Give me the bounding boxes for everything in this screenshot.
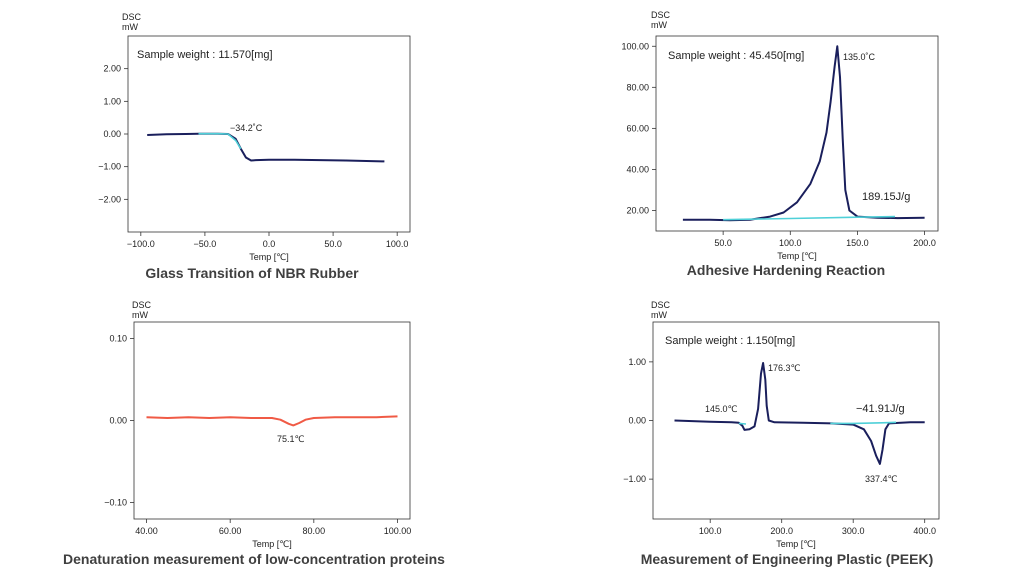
y-tick-label: 60.00 xyxy=(626,123,649,133)
x-tick-label: −50.0 xyxy=(194,239,217,249)
x-tick-label: 40.00 xyxy=(135,526,158,536)
baseline-series xyxy=(723,215,896,221)
x-tick-label: 300.0 xyxy=(842,526,865,536)
enthalpy-label: −41.91J/g xyxy=(856,403,905,415)
dsc-series-line xyxy=(147,132,385,163)
x-tick-label: 100.0 xyxy=(779,238,802,248)
y-tick-label: −1.00 xyxy=(98,162,121,172)
dsc-series-line xyxy=(146,415,398,427)
y-tick-label: 1.00 xyxy=(628,357,646,367)
x-tick-label: 400.0 xyxy=(913,526,936,536)
dsc-series-line xyxy=(674,362,925,465)
chart-caption: Glass Transition of NBR Rubber xyxy=(145,265,359,281)
temperature-label: 135.0˚C xyxy=(843,52,876,62)
y-tick-label: 0.10 xyxy=(109,333,127,343)
x-tick-label: 50.0 xyxy=(324,239,342,249)
y-tick-label: −0.10 xyxy=(104,498,127,508)
plot-frame-2 xyxy=(655,35,939,232)
y-axis-label-line1: DSC xyxy=(122,12,142,22)
y-tick-label: −1.00 xyxy=(623,474,646,484)
y-axis-label-line2: mW xyxy=(651,20,667,30)
temperature-label: 337.4℃ xyxy=(865,474,898,484)
temperature-label: 145.0℃ xyxy=(705,404,738,414)
temperature-label: 176.3℃ xyxy=(768,363,801,373)
y-tick-label: 0.00 xyxy=(109,416,127,426)
sample-weight-note: Sample weight : 11.570[mg] xyxy=(137,49,273,61)
x-axis-label: Temp [℃] xyxy=(776,539,816,549)
y-tick-label: 100.00 xyxy=(621,41,649,51)
y-axis-label-line2: mW xyxy=(132,310,148,320)
y-tick-label: 0.00 xyxy=(103,129,121,139)
y-tick-label: 2.00 xyxy=(103,64,121,74)
x-tick-label: 50.0 xyxy=(714,238,732,248)
x-axis-label: Temp [℃] xyxy=(252,539,292,549)
y-axis-label-line2: mW xyxy=(122,22,138,32)
x-tick-label: 150.0 xyxy=(846,238,869,248)
x-tick-label: 100.0 xyxy=(386,239,409,249)
sample-weight-note: Sample weight : 1.150[mg] xyxy=(665,335,795,347)
x-tick-label: 100.0 xyxy=(699,526,722,536)
y-axis-label-line1: DSC xyxy=(651,10,671,20)
x-tick-label: 80.00 xyxy=(303,526,326,536)
chart-caption: Measurement of Engineering Plastic (PEEK… xyxy=(641,551,934,567)
baseline-series xyxy=(198,132,242,150)
x-tick-label: −100.0 xyxy=(127,239,155,249)
temperature-label: −34.2˚C xyxy=(230,123,263,133)
y-tick-label: 1.00 xyxy=(103,96,121,106)
enthalpy-label: 189.15J/g xyxy=(862,191,910,203)
baseline-series xyxy=(738,422,747,425)
x-axis-label: Temp [℃] xyxy=(777,251,817,261)
x-tick-label: 200.0 xyxy=(913,238,936,248)
x-tick-label: 200.0 xyxy=(770,526,793,536)
plot-frame-3 xyxy=(133,321,411,520)
chart-caption: Adhesive Hardening Reaction xyxy=(687,262,885,278)
x-tick-label: 0.0 xyxy=(263,239,276,249)
x-tick-label: 60.00 xyxy=(219,526,242,536)
y-axis-label-line2: mW xyxy=(651,310,667,320)
y-tick-label: 20.00 xyxy=(626,205,649,215)
y-tick-label: 80.00 xyxy=(626,82,649,92)
y-axis-label-line1: DSC xyxy=(651,300,671,310)
y-tick-label: −2.00 xyxy=(98,194,121,204)
y-tick-label: 0.00 xyxy=(628,416,646,426)
chart-caption: Denaturation measurement of low-concentr… xyxy=(63,551,445,567)
x-tick-label: 100.00 xyxy=(384,526,412,536)
y-axis-label-line1: DSC xyxy=(132,300,152,310)
y-tick-label: 40.00 xyxy=(626,164,649,174)
temperature-label: 75.1℃ xyxy=(277,434,305,444)
baseline-series xyxy=(830,421,897,425)
sample-weight-note: Sample weight : 45.450[mg] xyxy=(668,50,804,62)
x-axis-label: Temp [℃] xyxy=(249,252,289,262)
